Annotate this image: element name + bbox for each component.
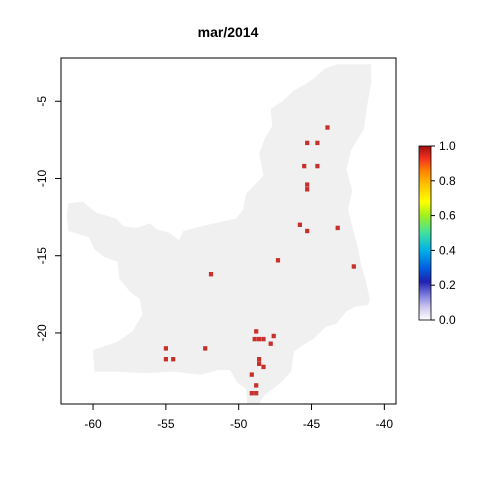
data-cell [275, 258, 281, 263]
data-cell [208, 272, 214, 277]
data-cell [254, 329, 259, 334]
data-cell [305, 140, 310, 146]
data-cells [163, 125, 356, 396]
data-cell [351, 264, 356, 269]
plot-area [60, 57, 397, 405]
colorbar-tick-label: 0.6 [439, 209, 456, 223]
colorbar-ticks: 0.0 0.2 0.4 0.6 0.8 1.0 [431, 139, 456, 327]
data-cell [335, 225, 340, 231]
x-tick-label: -45 [303, 417, 321, 431]
x-axis: -60 -55 -50 -45 -40 [84, 403, 394, 431]
data-cell [257, 357, 262, 362]
data-cell [203, 346, 208, 351]
data-cell [315, 140, 320, 146]
data-cell [302, 163, 307, 169]
data-cell [252, 336, 257, 342]
data-cell [305, 187, 310, 192]
data-cell [268, 341, 273, 346]
data-cell [305, 182, 310, 187]
data-cell [249, 372, 254, 377]
y-tick-label: -10 [35, 169, 49, 187]
data-cell [325, 125, 330, 130]
data-cell [249, 391, 254, 396]
chart-title: mar/2014 [198, 24, 259, 40]
x-tick-label: -60 [84, 417, 102, 431]
data-cell [171, 357, 176, 362]
data-cell [305, 228, 310, 234]
data-cell [257, 361, 262, 366]
data-cell [163, 357, 168, 362]
data-cell [261, 336, 266, 342]
data-cell [297, 222, 302, 227]
data-cell [315, 163, 320, 169]
x-tick-label: -40 [376, 417, 394, 431]
data-cell [163, 346, 168, 351]
land-region [66, 64, 372, 404]
x-tick-label: -55 [157, 417, 175, 431]
colorbar-legend: 0.0 0.2 0.4 0.6 0.8 1.0 [418, 139, 456, 327]
data-cell [257, 336, 262, 342]
data-cell [254, 391, 259, 396]
data-cell [271, 333, 276, 339]
y-axis: -5 -10 -15 -20 [35, 96, 62, 342]
y-tick-label: -15 [35, 247, 49, 265]
y-tick-label: -20 [35, 324, 49, 342]
colorbar-gradient [418, 145, 432, 321]
data-cell [254, 383, 259, 388]
colorbar-tick-label: 0.2 [439, 278, 456, 292]
y-tick-label: -5 [35, 96, 49, 107]
colorbar-tick-label: 1.0 [439, 139, 456, 153]
x-tick-label: -50 [230, 417, 248, 431]
colorbar-tick-label: 0.0 [439, 313, 456, 327]
data-cell [261, 364, 266, 370]
colorbar-tick-label: 0.4 [439, 243, 456, 257]
colorbar-tick-label: 0.8 [439, 174, 456, 188]
